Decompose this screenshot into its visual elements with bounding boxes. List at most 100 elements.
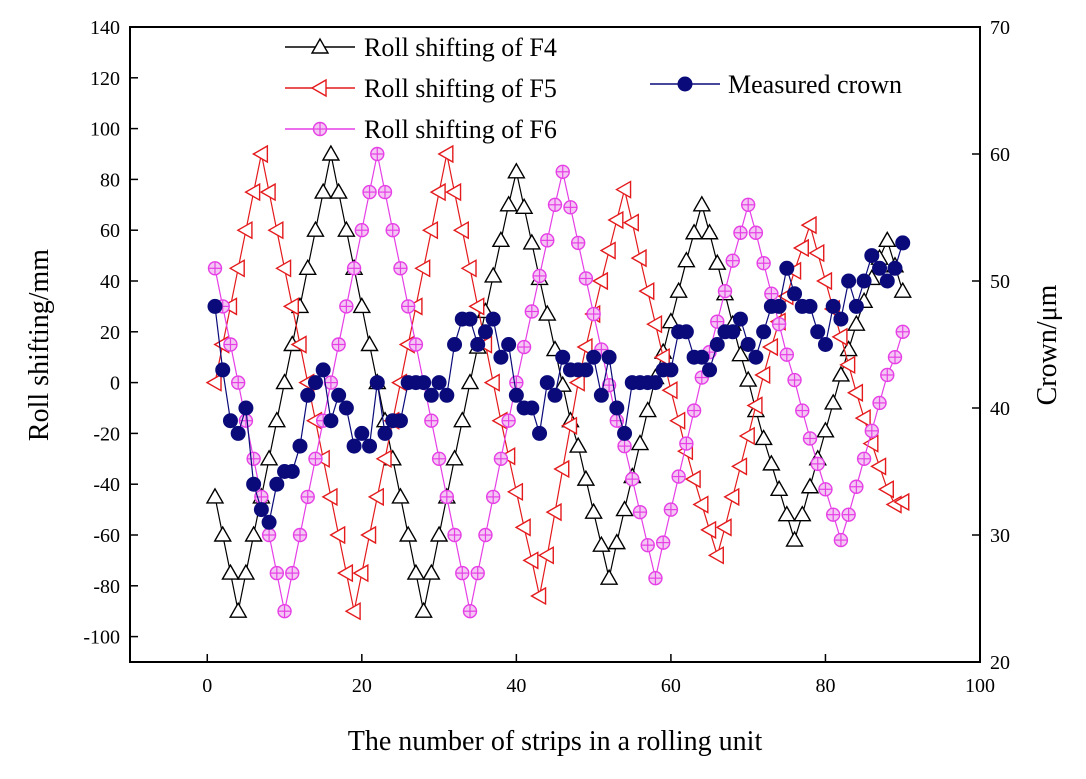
series-4-point xyxy=(292,438,308,454)
series-1-point xyxy=(592,535,611,552)
series-2-point xyxy=(707,546,724,565)
series-2-point xyxy=(615,180,632,199)
series-3-point xyxy=(261,527,277,543)
series-4-point xyxy=(269,476,285,492)
series-4-point xyxy=(547,387,563,403)
series-2-point xyxy=(561,416,578,435)
series-1-point xyxy=(429,525,449,542)
series-4-point xyxy=(586,349,602,365)
series-2-point xyxy=(259,182,276,202)
series-4-point xyxy=(702,362,718,378)
series-2-point xyxy=(329,525,346,545)
series-1-point xyxy=(221,563,240,580)
series-3-point xyxy=(400,299,416,314)
series-4-point xyxy=(477,324,493,340)
series-3-point xyxy=(439,489,455,505)
series-2-point xyxy=(375,449,392,469)
series-3-point xyxy=(223,337,238,352)
series-3-point xyxy=(787,372,802,388)
series-1-point xyxy=(213,525,232,542)
series-3-point xyxy=(795,403,810,418)
series-2-point xyxy=(205,373,222,392)
series-3-point xyxy=(308,451,323,466)
series-2-point xyxy=(576,337,593,357)
x-tick-label: 100 xyxy=(965,675,995,697)
series-3-point xyxy=(864,423,880,439)
series-2-point xyxy=(738,426,755,446)
series-2-point xyxy=(630,248,647,268)
series-1-point xyxy=(661,312,681,329)
series-3-point xyxy=(354,222,370,238)
series-2-point xyxy=(684,469,701,489)
series-2-point xyxy=(731,457,748,476)
series-2-point xyxy=(622,213,639,232)
series-3-point xyxy=(833,532,849,548)
series-3-point xyxy=(424,413,439,428)
series-3-point xyxy=(323,375,339,390)
series-1-point xyxy=(762,454,781,471)
series-4-point xyxy=(485,311,501,327)
series-2-point xyxy=(591,271,609,291)
series-2-point xyxy=(808,243,825,263)
series-2-point xyxy=(514,518,531,537)
y-right-tick-label: 40 xyxy=(990,398,1010,420)
series-3-point xyxy=(570,235,586,251)
series-3-point xyxy=(455,565,470,581)
series-1-point xyxy=(769,479,789,496)
series-3-point xyxy=(849,479,864,494)
series-1-point xyxy=(298,258,317,275)
series-1-point xyxy=(259,449,279,466)
x-tick-label: 80 xyxy=(815,675,835,697)
series-4-point xyxy=(887,260,903,276)
x-axis-title: The number of strips in a rolling unit xyxy=(348,726,763,757)
series-4-point xyxy=(307,375,323,391)
series-3 xyxy=(207,146,910,619)
series-2-point xyxy=(452,220,469,240)
series-3-point xyxy=(679,436,694,451)
series-4-point xyxy=(555,349,571,365)
series-3-point xyxy=(362,184,377,200)
series-1-point xyxy=(313,182,333,199)
series-3-point xyxy=(370,146,385,162)
series-2-point xyxy=(429,182,446,202)
series-4-point xyxy=(462,311,478,327)
series-4-point xyxy=(779,260,795,276)
x-tick-label: 60 xyxy=(661,675,681,697)
series-4-point xyxy=(647,375,663,391)
series-1-point xyxy=(499,195,518,212)
series-1-point xyxy=(708,253,727,270)
series-3-point xyxy=(671,469,686,484)
series-4-point xyxy=(284,464,300,479)
series-1-point xyxy=(275,373,294,390)
series-3-point xyxy=(578,271,594,286)
series-4-point xyxy=(532,425,548,441)
series-3-point xyxy=(880,367,895,383)
legend: Roll shifting of F4 Roll shifting of F5 Ro… xyxy=(285,33,902,144)
series-3-point xyxy=(563,200,578,215)
series-1-point xyxy=(793,505,812,522)
series-4-point xyxy=(230,425,246,441)
series-3-point xyxy=(717,283,733,299)
series-3-point xyxy=(810,456,825,472)
plot-layer xyxy=(205,144,912,621)
series-3-point xyxy=(540,233,555,248)
series-3-point xyxy=(377,184,393,200)
series-1-point xyxy=(267,411,287,428)
series-1-point xyxy=(553,375,572,392)
series-4-point xyxy=(740,337,756,352)
series-4-point xyxy=(848,298,864,314)
series-3-point xyxy=(818,482,833,497)
series-4-point xyxy=(416,375,432,391)
series-2-point xyxy=(336,563,354,583)
legend-item-4: Measured crown xyxy=(650,70,902,99)
series-3-point xyxy=(725,253,740,268)
series-1-point xyxy=(453,411,472,428)
series-2-point xyxy=(846,383,864,402)
series-4-point xyxy=(578,362,594,378)
y-left-tick-label: -100 xyxy=(83,627,120,649)
series-3-point xyxy=(385,222,400,238)
series-2-point xyxy=(251,144,269,164)
series-3-point xyxy=(655,535,671,550)
series-4-point xyxy=(207,298,223,314)
series-4 xyxy=(207,235,911,530)
